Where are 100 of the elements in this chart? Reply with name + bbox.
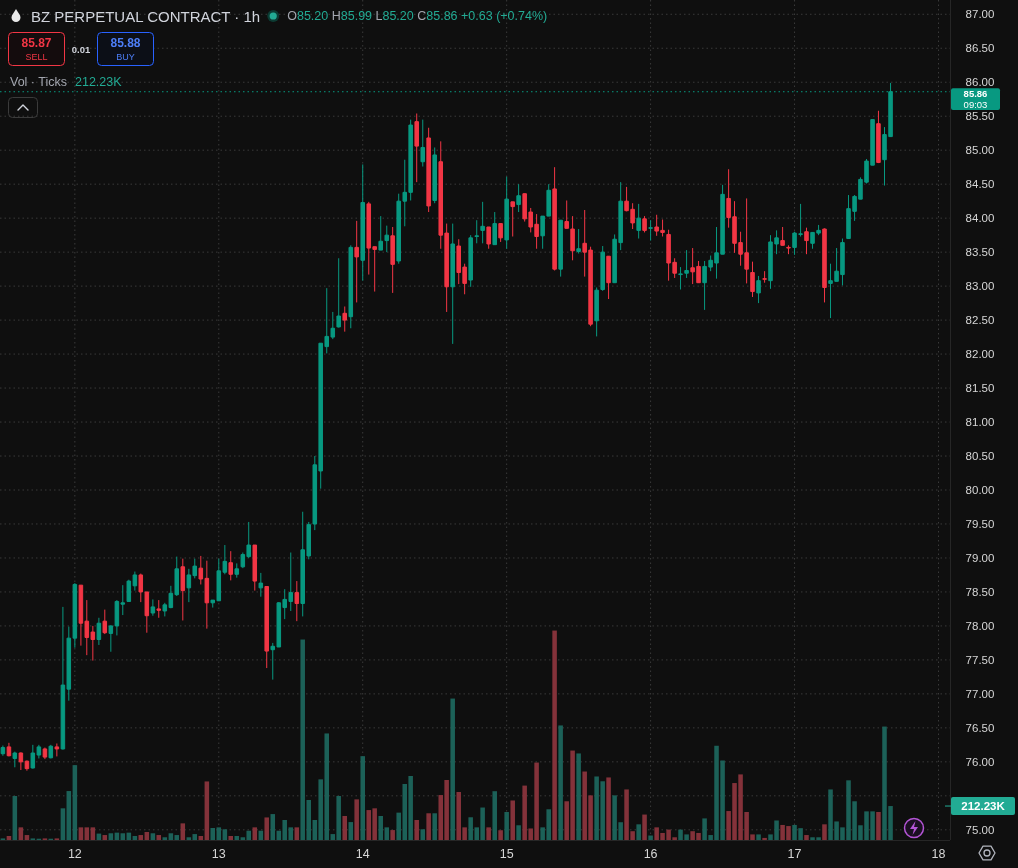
text: 09:03 [963, 98, 988, 110]
x-tick-label: 16 [643, 847, 658, 861]
y-tick-label: 86.00 [965, 76, 995, 89]
candlestick [474, 219, 479, 244]
candlestick [750, 261, 755, 298]
y-tick-label: 80.50 [965, 450, 995, 463]
bar [102, 835, 108, 840]
candlestick [876, 110, 881, 164]
y-tick-label: 82.50 [965, 314, 995, 327]
annotation: BUY [116, 52, 135, 62]
y-tick-label: 81.50 [965, 382, 995, 395]
candlestick [342, 306, 347, 333]
x-tick-label: 17 [787, 847, 802, 861]
bar [228, 836, 233, 840]
candlestick [96, 617, 102, 646]
candlestick [822, 227, 827, 303]
candlestick [492, 211, 497, 246]
candlestick [42, 747, 48, 760]
candlestick [426, 127, 431, 213]
bar [264, 817, 269, 840]
candlestick [552, 166, 557, 271]
bar [210, 828, 216, 840]
annotation: 0.01 [71, 43, 91, 55]
y-tick-label: 85.50 [965, 110, 995, 123]
y-tick-label: 81.00 [965, 416, 995, 429]
y-tick-label: 76.00 [965, 755, 995, 768]
candlestick [504, 176, 509, 250]
candlestick [54, 743, 60, 757]
candlestick [432, 146, 437, 204]
bar [552, 630, 557, 840]
candlestick [348, 244, 354, 329]
candlestick [498, 223, 503, 243]
y-tick-label: 78.50 [965, 585, 995, 598]
bar [390, 830, 395, 840]
y-tick-label: 86.50 [965, 42, 995, 55]
bar [162, 837, 168, 840]
candlestick [450, 223, 455, 345]
candlestick [0, 745, 6, 757]
candlestick [12, 751, 18, 768]
candlestick [804, 227, 809, 255]
candlestick [228, 550, 233, 581]
candlestick [234, 562, 240, 579]
bar [642, 814, 647, 840]
candlestick [780, 226, 785, 246]
bar [156, 835, 162, 840]
candlestick [762, 270, 767, 284]
bar [270, 814, 276, 840]
bar [498, 830, 503, 840]
candlestick [360, 163, 365, 282]
candlestick [420, 119, 426, 167]
y-tick-label: 75.00 [965, 823, 995, 836]
candlestick [510, 201, 515, 237]
candlestick [486, 226, 491, 250]
y-tick-label: 77.00 [965, 687, 995, 700]
candlestick [642, 215, 647, 233]
bar [360, 756, 365, 840]
annotation: 85.87 [21, 36, 52, 50]
bar [294, 827, 300, 840]
x-tick-label: 18 [931, 847, 946, 861]
y-tick-label: 84.50 [965, 178, 995, 191]
bar [222, 829, 228, 840]
x-tick-label: 15 [499, 847, 514, 861]
bar [576, 753, 581, 840]
candlestick [6, 742, 12, 757]
candlestick [786, 244, 791, 255]
bar [822, 824, 827, 840]
annotation: 85.88 [110, 36, 141, 50]
bar [90, 827, 96, 840]
candlestick [594, 286, 599, 337]
ref-line-label: 85.86 [963, 88, 988, 100]
candlestick [102, 609, 108, 635]
bar [762, 837, 767, 840]
candlestick [48, 744, 54, 759]
x-tick-label: 14 [355, 847, 370, 861]
bar [84, 827, 90, 840]
candlestick [180, 558, 186, 621]
bar [108, 833, 114, 840]
bar [504, 812, 509, 840]
bar [636, 824, 641, 840]
bar [516, 825, 521, 840]
y-tick-label: 79.00 [965, 551, 995, 564]
bar [450, 698, 455, 840]
bar [606, 777, 611, 840]
candlestick [576, 228, 581, 254]
candlestick [252, 544, 258, 592]
candlestick [156, 599, 162, 619]
candlestick [414, 113, 419, 183]
text: BZ PERPETUAL CONTRACT · 1h [31, 7, 261, 25]
y-tick-label: 80.00 [965, 484, 995, 496]
candlestick [516, 183, 521, 213]
bar [354, 799, 359, 840]
bar [180, 823, 186, 840]
bar [120, 833, 126, 840]
bar [558, 725, 563, 840]
bar [342, 816, 347, 840]
bar [486, 827, 491, 840]
bar [876, 812, 881, 840]
candlestick [258, 572, 264, 598]
bar [18, 827, 24, 840]
bar [648, 835, 653, 840]
